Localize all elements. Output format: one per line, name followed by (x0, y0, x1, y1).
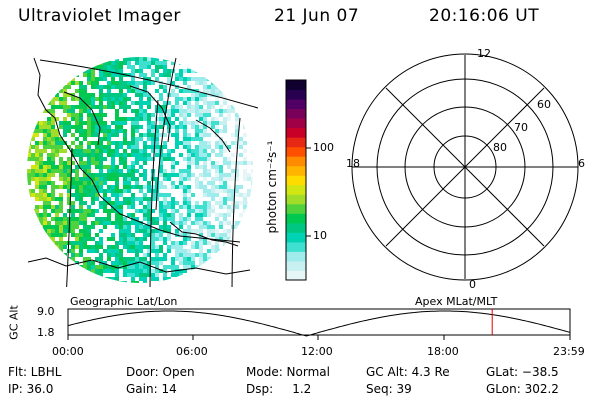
colorbar-cell (286, 194, 306, 205)
colorbar-cell (286, 118, 306, 129)
orbit-y-tick-1-8: 1.8 (37, 326, 55, 339)
colorbar-cell (286, 165, 306, 176)
colorbar-tick-10: 10 (313, 229, 327, 242)
lat-label-80: 80 (493, 141, 507, 154)
observation-time: 20:16:06 UT (429, 6, 540, 26)
ip-info: IP: 36.0 (8, 382, 54, 396)
orbit-x-tick-1200: 12:00 (301, 345, 333, 358)
colorbar-cell (286, 270, 306, 281)
gc-alt-info: GC Alt: 4.3 Re (366, 365, 450, 379)
mlt-label-12: 12 (477, 47, 491, 60)
orbit-y-tick-9: 9.0 (37, 305, 55, 318)
coastline-overlay (27, 57, 251, 275)
filter-info: Flt: LBHL (8, 365, 62, 379)
lat-lon-grid (39, 57, 258, 287)
colorbar-cell (286, 156, 306, 167)
colorbar-cell (286, 89, 306, 100)
gain-info: Gain: 14 (126, 382, 177, 396)
colorbar-cell (286, 184, 306, 195)
glon-info: GLon: 302.2 (486, 382, 559, 396)
colorbar-cell (286, 108, 306, 119)
dsp-info: Dsp: 1.2 (246, 382, 312, 396)
seq-info: Seq: 39 (366, 382, 412, 396)
mlt-label-6: 6 (578, 157, 585, 170)
colorbar-cell (286, 175, 306, 186)
colorbar-tick-100: 100 (313, 141, 334, 154)
uv-pixel-field (27, 57, 253, 283)
colorbar-cells (286, 80, 306, 281)
colorbar-cell (286, 137, 306, 148)
colorbar-cell (286, 146, 306, 157)
observation-date: 21 Jun 07 (274, 6, 360, 26)
door-info: Door: Open (126, 365, 195, 379)
orbit-x-tick-1800: 18:00 (427, 345, 459, 358)
colorbar-cell (286, 203, 306, 214)
orbit-x-tick-2359: 23:59 (553, 345, 585, 358)
glat-info: GLat: −38.5 (486, 365, 559, 379)
mlt-label-0: 0 (469, 278, 476, 291)
instrument-title: Ultraviolet Imager (18, 6, 181, 26)
colorbar-cell (286, 213, 306, 224)
colorbar-cell (286, 80, 306, 91)
colorbar-cell (286, 232, 306, 243)
colorbar-cell (286, 260, 306, 271)
mlt-label-18: 18 (346, 157, 360, 170)
altitude-curve (67, 310, 571, 337)
colorbar-cell (286, 127, 306, 138)
colorbar-cell (286, 241, 306, 252)
lat-label-60: 60 (537, 98, 551, 111)
apex-grid-label: Apex MLat/MLT (415, 295, 498, 308)
geographic-grid-label: Geographic Lat/Lon (70, 295, 178, 308)
mode-info: Mode: Normal (246, 365, 330, 379)
lat-label-70: 70 (514, 121, 528, 134)
colorbar-cell (286, 99, 306, 110)
orbit-x-tick-0600: 06:00 (176, 345, 208, 358)
colorbar-cell (286, 251, 306, 262)
orbit-x-tick-0000: 00:00 (52, 345, 84, 358)
colorbar-cell (286, 222, 306, 233)
orbit-y-label: GC Alt (7, 305, 21, 340)
